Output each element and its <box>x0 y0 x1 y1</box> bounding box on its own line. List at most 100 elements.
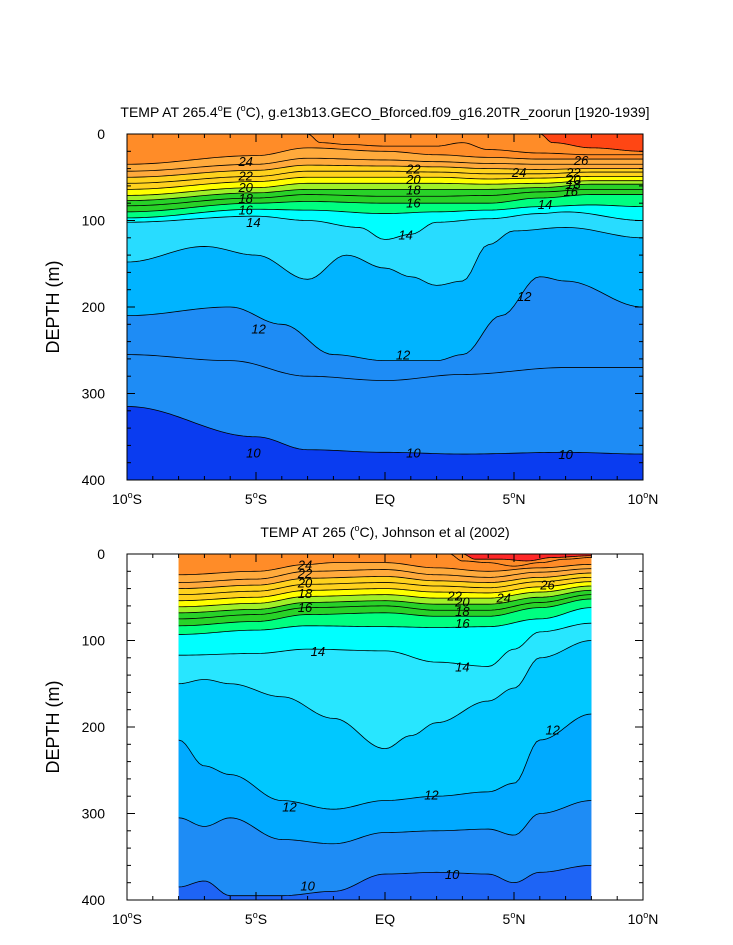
y-tick-label: 400 <box>82 472 106 488</box>
contour-line-11 <box>178 800 592 845</box>
ticks <box>126 553 644 901</box>
contour-line-24 <box>178 562 592 576</box>
contour-labels: 2422201816142220181614242622201816141212… <box>237 153 589 462</box>
contour-label: 18 <box>566 177 581 192</box>
x-tick-label: 5oS <box>245 490 267 507</box>
x-tick-label: 5oN <box>503 490 526 507</box>
y-axis-label: DEPTH (m) <box>43 681 63 774</box>
contour-label: 16 <box>238 202 253 217</box>
y-tick-label: 0 <box>97 126 105 142</box>
contour-label: 12 <box>251 322 266 337</box>
chart-title: TEMP AT 265.4oE (oC), g.e13b13.GECO_Bfor… <box>120 103 649 120</box>
x-tick-label: 10oN <box>628 490 659 507</box>
contour-label: 14 <box>455 659 469 674</box>
contour-label: 12 <box>282 800 297 815</box>
contour-label: 22 <box>565 165 581 180</box>
contour-line-19 <box>127 180 643 196</box>
y-tick-label: 400 <box>82 892 106 908</box>
contour-line-23 <box>127 157 643 172</box>
contour-label: 24 <box>511 165 526 180</box>
y-tick-label: 100 <box>82 633 106 649</box>
contour-label: 10 <box>406 445 421 460</box>
contour-label: 20 <box>297 576 313 591</box>
contour-label: 26 <box>539 577 555 592</box>
contour-label: 14 <box>398 227 412 242</box>
contour-line-22 <box>127 164 643 178</box>
contour-label: 12 <box>545 723 560 738</box>
contour-line-10 <box>178 865 592 897</box>
contour-line-18 <box>127 183 643 202</box>
contour-line-20 <box>127 175 643 190</box>
contour-line-25 <box>449 554 592 567</box>
y-axis-label: DEPTH (m) <box>43 261 63 354</box>
contour-line-22 <box>178 572 592 589</box>
contour-line-15 <box>127 204 643 219</box>
contour-line-14 <box>127 211 643 240</box>
x-tick-label: 10oN <box>628 910 659 927</box>
contour-label: 22 <box>237 169 253 184</box>
contour-lines <box>178 554 592 897</box>
bottom-panel: 24222018161422201816142426121212101010oS… <box>43 523 658 927</box>
contour-label: 20 <box>454 595 470 610</box>
contour-label: 14 <box>538 197 552 212</box>
contour-label: 22 <box>405 162 421 177</box>
contour-label: 10 <box>246 445 261 460</box>
x-tick-label: 10oS <box>112 490 142 507</box>
contour-label: 12 <box>424 787 439 802</box>
contour-label: 26 <box>573 153 589 168</box>
y-tick-label: 300 <box>82 806 106 822</box>
contour-line-21 <box>127 170 643 184</box>
contour-label: 10 <box>445 867 460 882</box>
contour-label: 16 <box>406 195 421 210</box>
x-tick-label: 10oS <box>112 910 142 927</box>
contour-line-23 <box>178 568 592 583</box>
contour-line-20 <box>178 581 592 602</box>
contour-line-19 <box>178 585 592 608</box>
y-tick-label: 300 <box>82 386 106 402</box>
contour-label: 24 <box>237 154 252 169</box>
x-tick-label: 5oS <box>245 910 267 927</box>
contour-label: 18 <box>238 191 253 206</box>
contour-label: 18 <box>298 586 313 601</box>
x-tick-label: EQ <box>375 911 395 927</box>
contour-line-13 <box>127 227 643 286</box>
contour-line-10 <box>127 406 643 455</box>
contour-label: 16 <box>455 616 470 631</box>
y-tick-label: 200 <box>82 719 106 735</box>
contour-label: 22 <box>446 589 462 604</box>
contour-line-25 <box>307 134 643 156</box>
contour-line-12 <box>127 276 643 362</box>
contour-line-17 <box>178 594 592 620</box>
contour-line-15 <box>178 607 592 635</box>
y-tick-label: 0 <box>97 546 105 562</box>
contour-line-17 <box>127 188 643 207</box>
contour-line-26 <box>462 554 592 562</box>
contour-label: 20 <box>237 180 253 195</box>
y-tick-label: 100 <box>82 213 106 229</box>
contour-line-24 <box>127 147 643 165</box>
contour-label: 22 <box>297 566 313 581</box>
x-tick-label: 5oN <box>503 910 526 927</box>
contour-label: 20 <box>565 172 581 187</box>
contour-label: 24 <box>297 557 312 572</box>
contour-line-18 <box>178 589 592 614</box>
chart-title: TEMP AT 265 (oC), Johnson et al (2002) <box>260 523 509 540</box>
contour-line-11 <box>127 354 643 381</box>
contour-line-16 <box>127 194 643 213</box>
contour-label: 12 <box>517 289 532 304</box>
contour-label: 16 <box>298 600 313 615</box>
y-tick-label: 200 <box>82 299 106 315</box>
contour-label: 10 <box>300 878 315 893</box>
contour-label: 18 <box>455 604 470 619</box>
contour-line-14 <box>178 622 592 667</box>
contour-label: 10 <box>558 447 573 462</box>
top-panel: 2422201816142220181614242622201816141212… <box>43 103 658 507</box>
contour-line-26 <box>539 134 643 152</box>
contour-line-21 <box>178 576 592 596</box>
filled-contours <box>127 134 643 480</box>
contour-label: 12 <box>396 348 411 363</box>
contour-label: 14 <box>311 644 325 659</box>
contour-line-12 <box>178 713 592 810</box>
